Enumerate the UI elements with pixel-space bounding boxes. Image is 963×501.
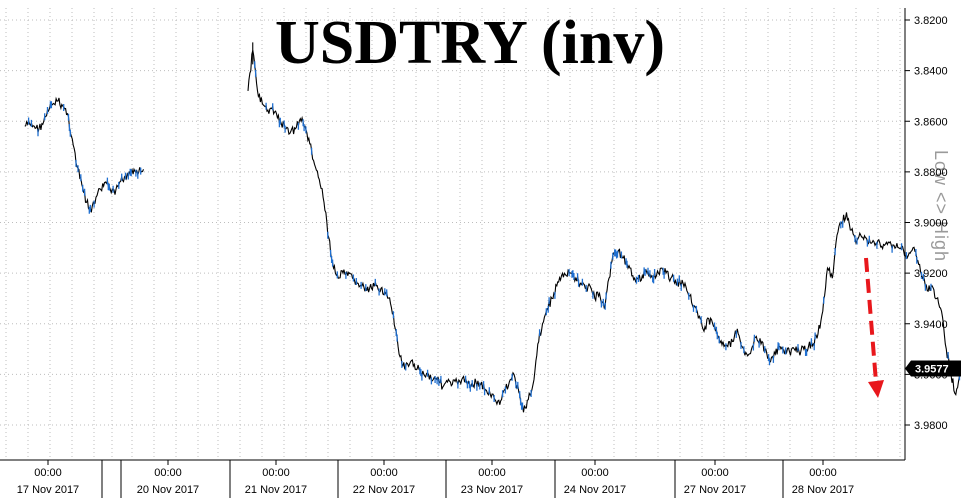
x-time-label: 00:00 (370, 467, 398, 479)
last-value-box (905, 360, 961, 377)
last-value-badge: 3.9577 (905, 360, 961, 377)
x-date-label: 22 Nov 2017 (353, 484, 415, 496)
y-tick-label: 3.8600 (914, 116, 948, 128)
arrow-head (868, 380, 884, 398)
x-date-label: 27 Nov 2017 (684, 484, 746, 496)
x-axis: 00:00 17 Nov 2017 00:00 20 Nov 2017 00:00 21 … (0, 459, 905, 498)
series-accent (254, 61, 961, 410)
x-date-label: 24 Nov 2017 (564, 484, 626, 496)
y-tick-label: 3.9200 (914, 268, 948, 280)
x-time-label: 00:00 (581, 467, 609, 479)
x-time-label: 00:00 (154, 467, 182, 479)
y-tick-label: 3.8400 (914, 66, 948, 78)
y-tick-label: 3.9000 (914, 218, 948, 230)
last-value-label: 3.9577 (915, 364, 949, 376)
x-time-label: 00:00 (34, 467, 62, 479)
x-time-label: 00:00 (809, 467, 837, 479)
x-date-label: 23 Nov 2017 (461, 484, 523, 496)
x-date-label: 28 Nov 2017 (792, 484, 854, 496)
y-tick-label: 3.8200 (914, 15, 948, 27)
series-line (247, 50, 962, 413)
y-tick-label: 3.8800 (914, 167, 948, 179)
x-date-label: 20 Nov 2017 (137, 484, 199, 496)
y-tick-label: 3.9400 (914, 319, 948, 331)
price-series (24, 42, 962, 413)
x-date-label: 21 Nov 2017 (245, 484, 307, 496)
x-time-label: 00:00 (478, 467, 506, 479)
x-time-label: 00:00 (701, 467, 729, 479)
y-axis-label: Low <> High (931, 150, 951, 262)
series-accent (27, 101, 142, 214)
chart-title: USDTRY (inv) (275, 9, 665, 77)
y-tick-label: 3.9800 (914, 420, 948, 432)
red-down-arrow-annotation (864, 257, 884, 398)
x-date-label: 17 Nov 2017 (17, 484, 79, 496)
x-time-label: 00:00 (262, 467, 290, 479)
arrow-shaft (864, 257, 878, 383)
